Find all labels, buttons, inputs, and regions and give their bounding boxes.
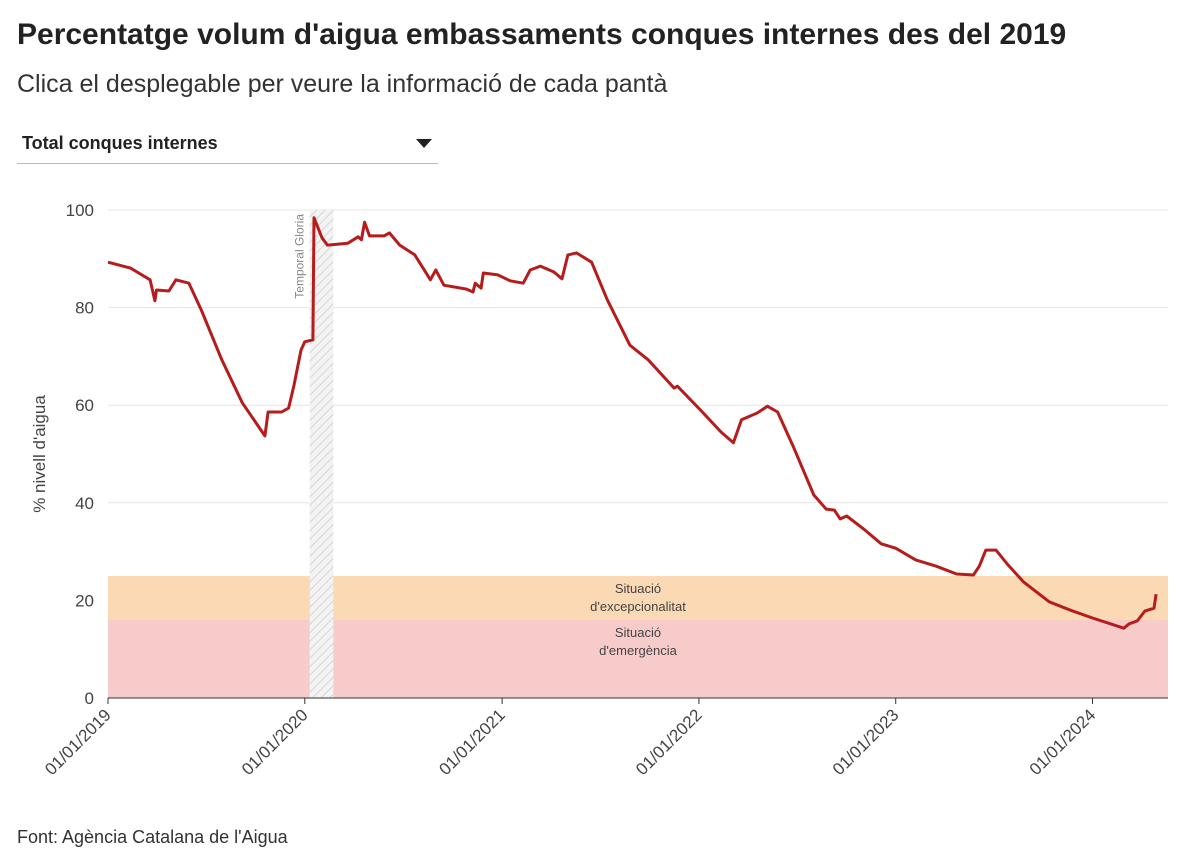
annotation-label: Temporal Gloria — [293, 214, 307, 299]
dropdown-arrow — [416, 139, 432, 148]
data-line — [107, 216, 1158, 630]
band-label: d'excepcionalitat — [590, 599, 686, 614]
band-label: Situació — [615, 625, 661, 640]
chart-title: Percentatge volum d'aigua embassaments c… — [17, 18, 1067, 51]
y-axis-label: % nivell d'aigua — [30, 395, 49, 513]
x-tick-label: 01/01/2023 — [829, 705, 903, 779]
source: Font: Agència Catalana de l'Aigua — [17, 827, 288, 847]
threshold-band — [108, 619, 1168, 698]
x-tick-label: 01/01/2022 — [632, 705, 706, 779]
y-tick-label: 80 — [75, 299, 94, 318]
x-tick-label: 01/01/2021 — [435, 705, 509, 779]
chart-subtitle: Clica el desplegable per veure la inform… — [17, 70, 668, 98]
dropdown-selected: Total conques internes — [22, 133, 218, 153]
band-label: Situació — [615, 581, 661, 596]
y-tick-label: 40 — [75, 494, 94, 513]
y-tick-label: 100 — [66, 201, 94, 220]
annotation-band — [309, 210, 334, 698]
threshold-band — [108, 576, 1168, 620]
y-tick-label: 20 — [75, 591, 94, 610]
y-tick-label: 60 — [75, 396, 94, 415]
x-tick-label: 01/01/2019 — [41, 705, 115, 779]
dropdown[interactable]: Total conques internes — [17, 122, 438, 164]
x-tick-label: 01/01/2024 — [1026, 705, 1100, 779]
y-tick-label: 0 — [85, 689, 94, 708]
band-label: d'emergència — [599, 643, 677, 658]
x-tick-label: 01/01/2020 — [238, 705, 312, 779]
